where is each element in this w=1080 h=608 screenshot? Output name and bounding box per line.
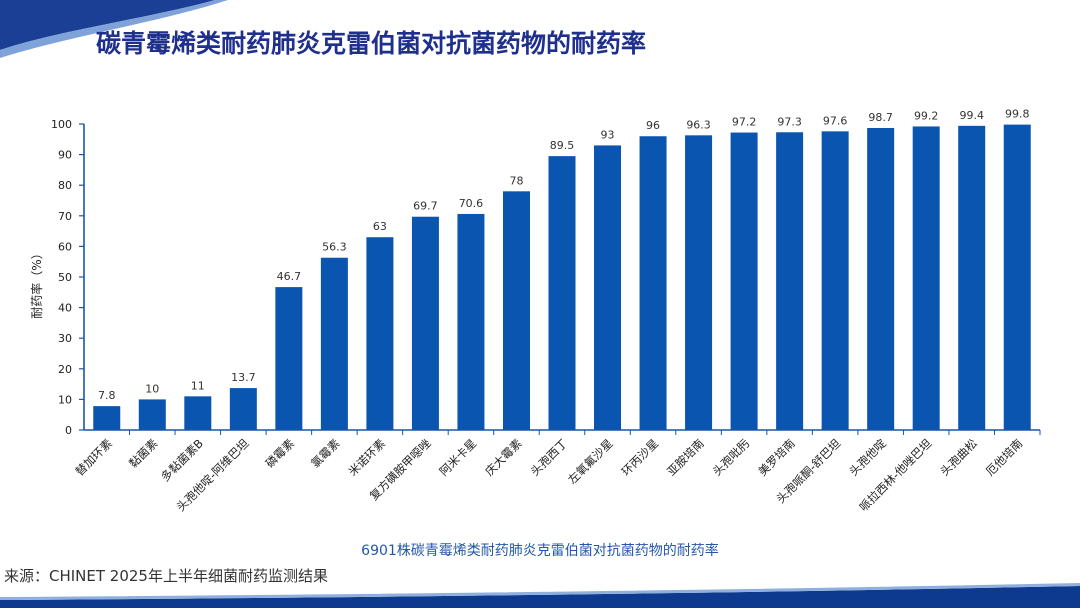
x-tick-label: 阿米卡星	[437, 436, 479, 478]
x-tick-label: 庆大霉素	[482, 436, 524, 478]
x-tick-label: 左氧氟沙星	[565, 436, 616, 487]
bar	[93, 406, 121, 430]
x-tick-label: 头孢西丁	[528, 436, 570, 478]
data-label: 11	[191, 379, 205, 392]
x-tick-label: 头孢曲松	[937, 436, 979, 478]
y-tick-label: 100	[51, 118, 72, 131]
data-label: 13.7	[231, 371, 256, 384]
y-tick-label: 10	[58, 393, 72, 406]
bar	[411, 216, 439, 430]
x-tick-label: 厄他培南	[983, 436, 1025, 478]
bar	[912, 126, 940, 430]
y-tick-label: 40	[58, 302, 72, 315]
x-tick-label: 替加环素	[72, 436, 114, 478]
bar	[730, 132, 758, 430]
data-label: 10	[145, 382, 159, 395]
data-label: 98.7	[868, 111, 893, 124]
data-label: 56.3	[322, 241, 347, 254]
y-tick-label: 60	[58, 240, 72, 253]
data-label: 97.2	[732, 116, 757, 129]
bar	[594, 145, 622, 431]
bar	[457, 213, 485, 430]
y-tick-label: 90	[58, 149, 72, 162]
bar	[821, 131, 849, 430]
corner-decoration	[0, 0, 228, 58]
data-label: 7.8	[98, 389, 116, 402]
bar	[138, 399, 166, 430]
bar	[958, 125, 986, 430]
data-label: 89.5	[550, 139, 575, 152]
x-tick-label: 头孢吡肟	[710, 436, 752, 478]
data-label: 93	[601, 128, 615, 141]
data-label: 46.7	[277, 270, 302, 283]
x-tick-label: 磷霉素	[263, 436, 297, 470]
bar	[685, 135, 713, 430]
bar	[366, 237, 394, 430]
page-title: 碳青霉烯类耐药肺炎克雷伯菌对抗菌药物的耐药率	[96, 29, 647, 58]
y-axis-title: 耐药率（%）	[29, 247, 44, 318]
bar	[320, 257, 348, 430]
data-label: 78	[509, 174, 523, 187]
bar	[184, 396, 212, 430]
bottom-decoration	[0, 583, 1080, 608]
data-label: 99.2	[914, 109, 939, 122]
y-tick-label: 20	[58, 363, 72, 376]
x-tick-label: 米诺环素	[346, 436, 388, 478]
data-label: 99.8	[1005, 108, 1030, 121]
x-tick-label: 头孢他啶	[846, 436, 889, 479]
y-tick-label: 0	[65, 424, 72, 437]
data-label: 97.6	[823, 114, 848, 127]
data-label: 96	[646, 119, 660, 132]
bar	[548, 156, 576, 430]
x-tick-label: 氯霉素	[308, 436, 342, 470]
bar	[275, 287, 303, 430]
source-note: 来源：CHINET 2025年上半年细菌耐药监测结果	[4, 567, 328, 585]
bar-chart: 耐药率（%） 0 10 20 30 40 50 60 70 80 90 100 7.8 10 11 13.…	[29, 108, 1041, 514]
data-label: 99.4	[959, 109, 984, 122]
y-tick-label: 80	[58, 179, 72, 192]
bar	[502, 191, 530, 430]
x-tick-label: 黏菌素	[126, 436, 160, 470]
x-tick-label: 环丙沙星	[619, 436, 661, 478]
bar	[867, 127, 895, 430]
data-label: 96.3	[686, 118, 711, 131]
bar	[1003, 124, 1031, 430]
x-tick-label: 美罗培南	[755, 436, 797, 478]
y-tick-label: 50	[58, 271, 72, 284]
y-tick-label: 70	[58, 210, 72, 223]
x-tick-label: 亚胺培南	[664, 436, 706, 478]
data-label: 97.3	[777, 115, 802, 128]
bar	[776, 132, 804, 430]
data-label: 69.7	[413, 200, 438, 213]
data-label: 70.6	[459, 197, 484, 210]
data-label: 63	[373, 220, 387, 233]
bar	[229, 388, 257, 430]
chart-caption: 6901株碳青霉烯类耐药肺炎克雷伯菌对抗菌药物的耐药率	[361, 543, 719, 559]
bar	[639, 136, 667, 431]
x-tick-label: 多黏菌素B	[158, 436, 206, 484]
y-tick-label: 30	[58, 332, 72, 345]
